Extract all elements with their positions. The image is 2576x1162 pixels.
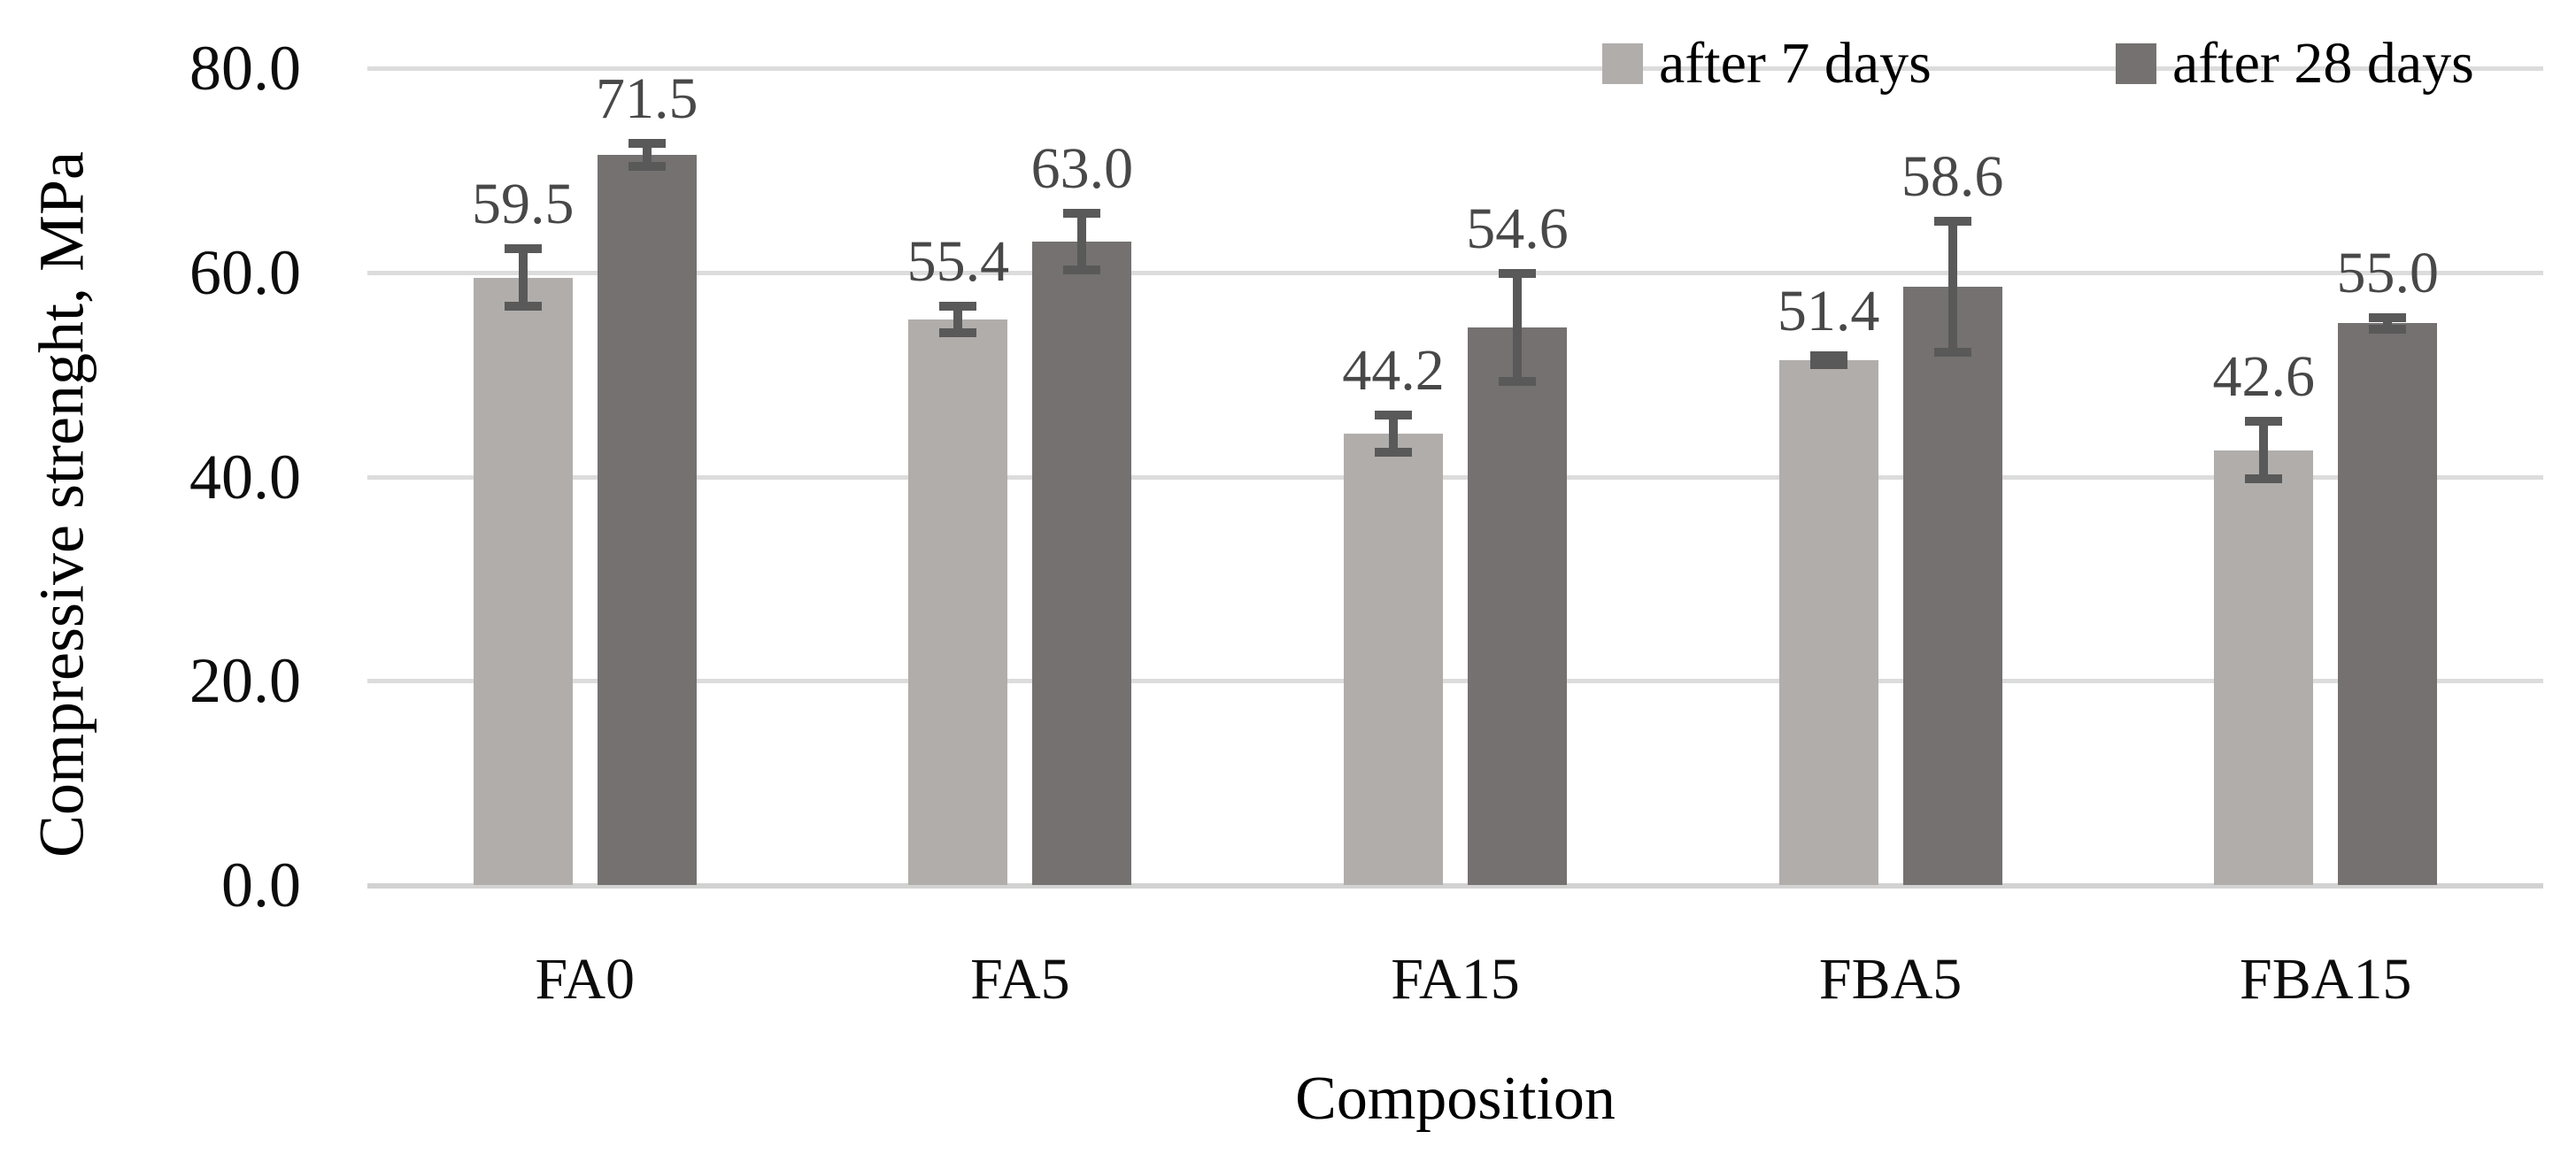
bar-FA5-7d [908,319,1008,885]
error-bar-line-FA0-28d [642,143,652,166]
gridline-20 [367,679,2543,684]
bar-FA0-28d [597,155,697,885]
error-bar-line-FBA15-28d [2383,317,2393,330]
error-bar-cap-bottom-FA5-7d [939,327,977,337]
error-bar-line-FA0-7d [518,249,528,306]
legend-item-after-28-days: after 28 days [2116,19,2474,108]
legend-item-after-7-days: after 7 days [1602,19,1932,108]
y-tick-label-0: 0.0 [221,850,301,920]
bar-FBA15-28d [2338,323,2438,885]
bar-FBA5-7d [1778,359,1878,885]
gridline-40 [367,474,2543,480]
error-bar-cap-top-FA0-28d [628,139,666,149]
error-bar-cap-top-FA15-7d [1375,411,1412,420]
data-label-FA15-28d: 54.6 [1466,196,1569,261]
error-bar-cap-top-FBA5-28d [1933,217,1971,227]
error-bar-cap-top-FA5-7d [939,301,977,311]
data-label-FBA15-7d: 42.6 [2212,344,2315,410]
legend-swatch-28-days-icon [2116,43,2156,84]
bar-FA5-28d [1032,242,1132,885]
legend-swatch-7-days-icon [1602,43,1643,84]
x-tick-label-FBA15: FBA15 [2239,947,2412,1012]
y-tick-label-60: 60.0 [189,236,301,308]
data-label-FA0-28d: 71.5 [596,66,698,132]
x-tick-label-FBA5: FBA5 [1818,947,1963,1012]
error-bar-cap-top-FA5-28d [1063,208,1101,218]
legend-label-28-days: after 28 days [2172,31,2474,96]
error-bar-line-FA5-7d [953,305,963,333]
error-bar-cap-top-FBA15-28d [2369,312,2407,322]
x-tick-label-FA5: FA5 [970,947,1070,1012]
error-bar-cap-top-FBA5-7d [1809,351,1847,361]
data-label-FA5-7d: 55.4 [906,228,1010,294]
gridline-60 [367,270,2543,275]
data-label-FA5-28d: 63.0 [1030,135,1134,201]
x-tick-label-FA0: FA0 [535,947,636,1012]
x-axis-title: Composition [1295,1065,1616,1133]
bar-FA15-28d [1468,327,1567,885]
error-bar-line-FA5-28d [1077,212,1087,271]
error-bar-cap-bottom-FBA5-7d [1809,359,1847,369]
error-bar-line-FBA5-28d [1947,221,1957,352]
error-bar-cap-bottom-FBA15-28d [2369,325,2407,335]
data-label-FBA5-28d: 58.6 [1901,144,2004,210]
error-bar-cap-bottom-FA15-28d [1499,377,1536,387]
error-bar-line-FA15-7d [1389,415,1398,452]
error-bar-cap-bottom-FA0-28d [628,161,666,171]
data-label-FA15-7d: 44.2 [1342,338,1445,404]
error-bar-cap-bottom-FA15-7d [1375,447,1412,457]
gridline-80 [367,66,2543,71]
x-tick-label-FA15: FA15 [1391,947,1520,1012]
y-tick-label-20: 20.0 [189,645,301,717]
x-axis-line [367,883,2543,889]
data-label-FBA15-28d: 55.0 [2336,240,2439,305]
y-tick-label-40: 40.0 [189,441,301,512]
error-bar-cap-bottom-FA0-7d [504,301,542,311]
error-bar-cap-bottom-FBA15-7d [2245,473,2283,483]
bar-FA0-7d [473,277,573,885]
error-bar-line-FA15-28d [1513,273,1522,382]
legend-label-7-days: after 7 days [1659,31,1932,96]
error-bar-cap-top-FBA15-7d [2245,417,2283,427]
error-bar-line-FBA15-7d [2259,421,2269,479]
bar-FBA15-7d [2214,450,2314,885]
error-bar-cap-bottom-FA5-28d [1063,265,1101,275]
bar-FBA5-28d [1902,286,2002,885]
error-bar-cap-top-FA0-7d [504,244,542,254]
data-label-FBA5-7d: 51.4 [1777,279,1880,344]
error-bar-cap-top-FA15-28d [1499,268,1536,278]
error-bar-cap-bottom-FBA5-28d [1933,347,1971,357]
bar-FA15-7d [1344,434,1443,885]
data-label-FA0-7d: 59.5 [472,172,575,237]
y-tick-label-80: 80.0 [189,33,301,104]
